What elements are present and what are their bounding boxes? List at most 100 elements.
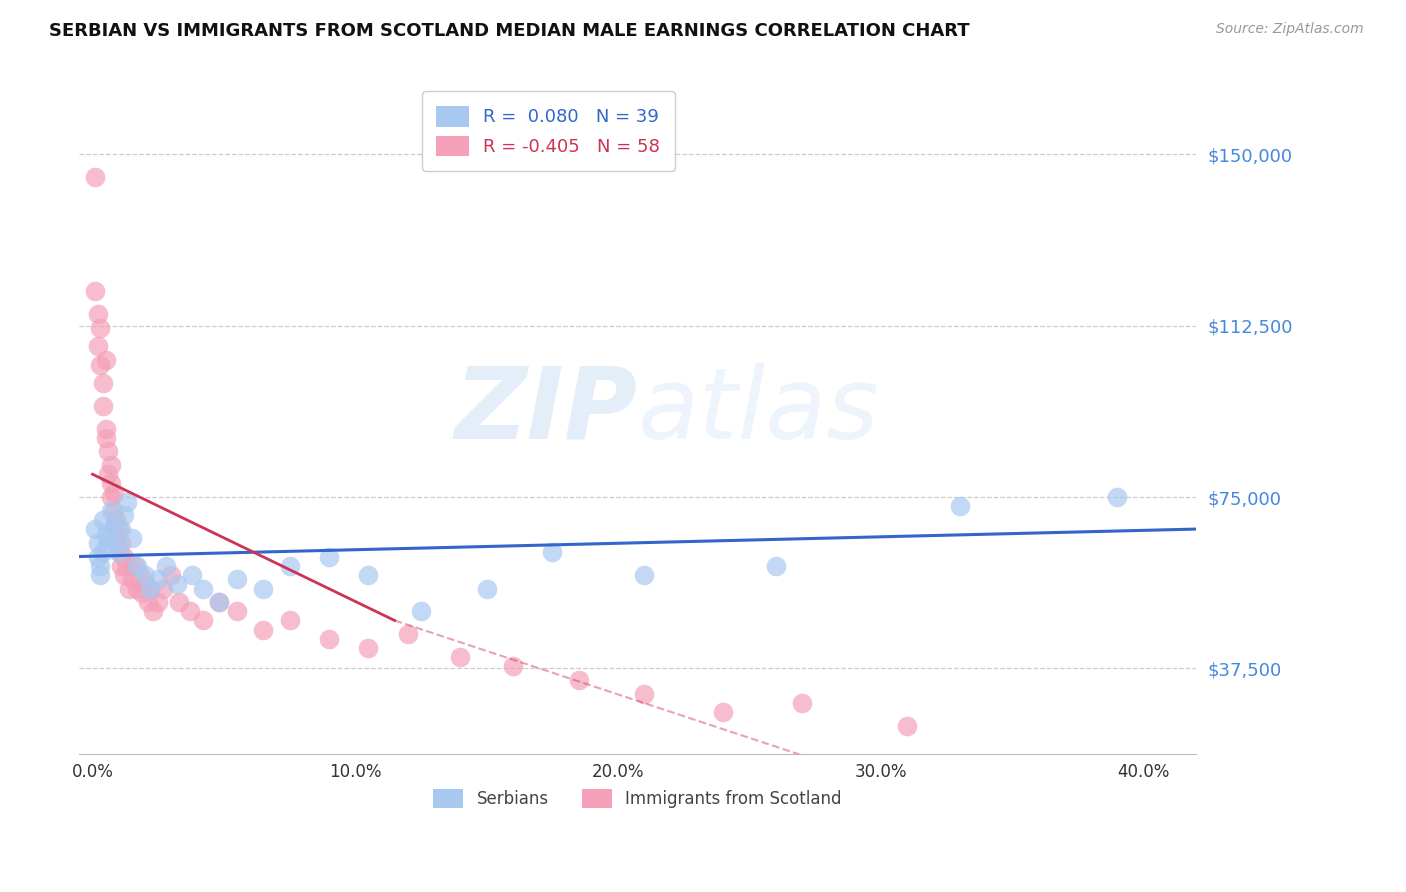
Point: [84, 522, 107, 536]
Point: [948, 500, 970, 514]
Point: [115, 558, 138, 573]
Point: [357, 567, 380, 582]
Point: [118, 582, 141, 596]
Point: [409, 604, 432, 618]
Point: [100, 458, 122, 472]
Legend: Serbians, Immigrants from Scotland: Serbians, Immigrants from Scotland: [426, 782, 849, 814]
Point: [207, 595, 229, 609]
Point: [139, 582, 162, 596]
Point: [107, 545, 129, 559]
Point: [1107, 490, 1129, 504]
Point: [97, 467, 120, 482]
Point: [131, 586, 153, 600]
Text: ZIP: ZIP: [454, 363, 638, 460]
Point: [89, 558, 111, 573]
Point: [179, 604, 201, 618]
Point: [226, 573, 249, 587]
Point: [475, 582, 498, 596]
Point: [105, 536, 128, 550]
Point: [502, 659, 524, 673]
Point: [567, 673, 589, 687]
Point: [278, 614, 301, 628]
Point: [121, 573, 143, 587]
Point: [396, 627, 419, 641]
Point: [89, 567, 111, 582]
Point: [207, 595, 229, 609]
Point: [110, 536, 132, 550]
Point: [103, 485, 125, 500]
Point: [107, 522, 129, 536]
Point: [148, 573, 170, 587]
Point: [765, 558, 787, 573]
Point: [91, 545, 114, 559]
Text: Source: ZipAtlas.com: Source: ZipAtlas.com: [1216, 22, 1364, 37]
Point: [226, 604, 249, 618]
Point: [94, 353, 117, 368]
Point: [91, 513, 114, 527]
Point: [94, 421, 117, 435]
Point: [181, 567, 204, 582]
Point: [139, 582, 162, 596]
Point: [84, 170, 107, 185]
Point: [94, 526, 117, 541]
Point: [152, 582, 174, 596]
Point: [896, 718, 918, 732]
Point: [148, 595, 170, 609]
Point: [91, 376, 114, 390]
Point: [84, 285, 107, 299]
Point: [103, 522, 125, 536]
Point: [191, 614, 214, 628]
Point: [100, 490, 122, 504]
Point: [87, 307, 110, 321]
Point: [121, 531, 143, 545]
Point: [711, 705, 734, 719]
Point: [105, 513, 128, 527]
Point: [252, 623, 274, 637]
Point: [160, 567, 183, 582]
Point: [100, 504, 122, 518]
Point: [318, 549, 340, 564]
Point: [357, 640, 380, 655]
Point: [155, 558, 177, 573]
Point: [191, 582, 214, 596]
Point: [112, 549, 135, 564]
Point: [142, 604, 165, 618]
Point: [127, 558, 149, 573]
Point: [115, 494, 138, 508]
Point: [167, 595, 190, 609]
Point: [91, 399, 114, 413]
Text: atlas: atlas: [638, 363, 879, 460]
Point: [633, 567, 655, 582]
Point: [252, 582, 274, 596]
Point: [112, 508, 135, 523]
Point: [89, 358, 111, 372]
Point: [103, 504, 125, 518]
Point: [97, 531, 120, 545]
Point: [124, 558, 146, 573]
Text: SERBIAN VS IMMIGRANTS FROM SCOTLAND MEDIAN MALE EARNINGS CORRELATION CHART: SERBIAN VS IMMIGRANTS FROM SCOTLAND MEDI…: [49, 22, 970, 40]
Point: [97, 444, 120, 458]
Point: [105, 536, 128, 550]
Point: [103, 517, 125, 532]
Point: [87, 339, 110, 353]
Point: [633, 687, 655, 701]
Point: [449, 650, 471, 665]
Point: [110, 558, 132, 573]
Point: [107, 545, 129, 559]
Point: [790, 696, 813, 710]
Point: [278, 558, 301, 573]
Point: [110, 522, 132, 536]
Point: [166, 577, 188, 591]
Point: [318, 632, 340, 646]
Point: [127, 582, 149, 596]
Point: [112, 567, 135, 582]
Point: [94, 541, 117, 555]
Point: [87, 536, 110, 550]
Point: [541, 545, 564, 559]
Point: [94, 431, 117, 445]
Point: [134, 567, 156, 582]
Point: [136, 595, 159, 609]
Point: [89, 321, 111, 335]
Point: [134, 577, 156, 591]
Point: [87, 549, 110, 564]
